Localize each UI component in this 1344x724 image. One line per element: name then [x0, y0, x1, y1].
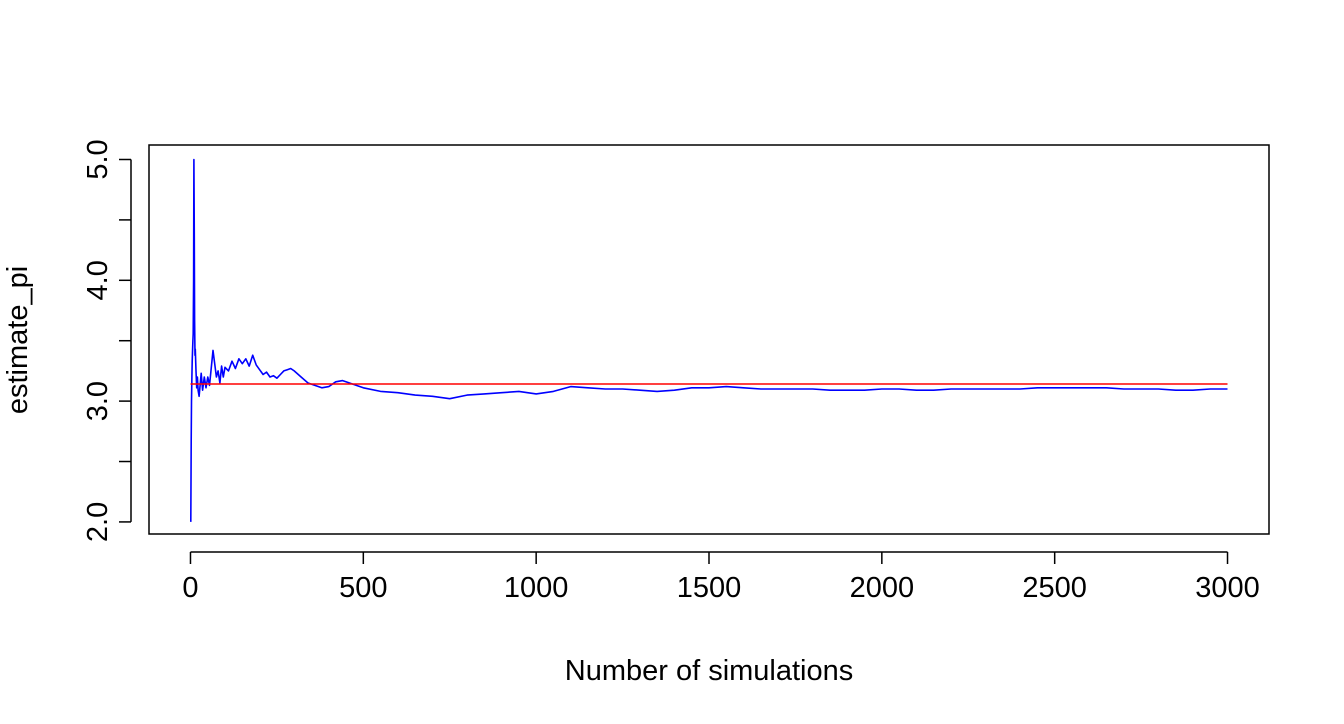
x-axis-title: Number of simulations: [565, 655, 854, 687]
x-tick-label: 0: [182, 572, 198, 604]
y-tick-label: 5.0: [82, 139, 114, 179]
x-tick-label: 500: [339, 572, 387, 604]
x-tick-label: 1000: [504, 572, 569, 604]
y-tick-label: 4.0: [82, 260, 114, 300]
x-tick-label: 2500: [1022, 572, 1087, 604]
series-layer: [190, 158, 1228, 522]
x-tick-label: 1500: [677, 572, 742, 604]
y-axis-title: estimate_pi: [2, 266, 34, 414]
estimate-line: [190, 158, 1228, 522]
y-tick-label: 3.0: [82, 381, 114, 421]
x-tick-label: 3000: [1195, 572, 1260, 604]
plot-frame: [148, 144, 1270, 535]
y-tick-label: 2.0: [82, 502, 114, 542]
y-axis: 2.0 3.0 4.0 5.0: [82, 139, 132, 542]
x-tick-label: 2000: [850, 572, 915, 604]
x-axis: 0 500 1000 1500 2000 2500 3000: [182, 551, 1260, 604]
